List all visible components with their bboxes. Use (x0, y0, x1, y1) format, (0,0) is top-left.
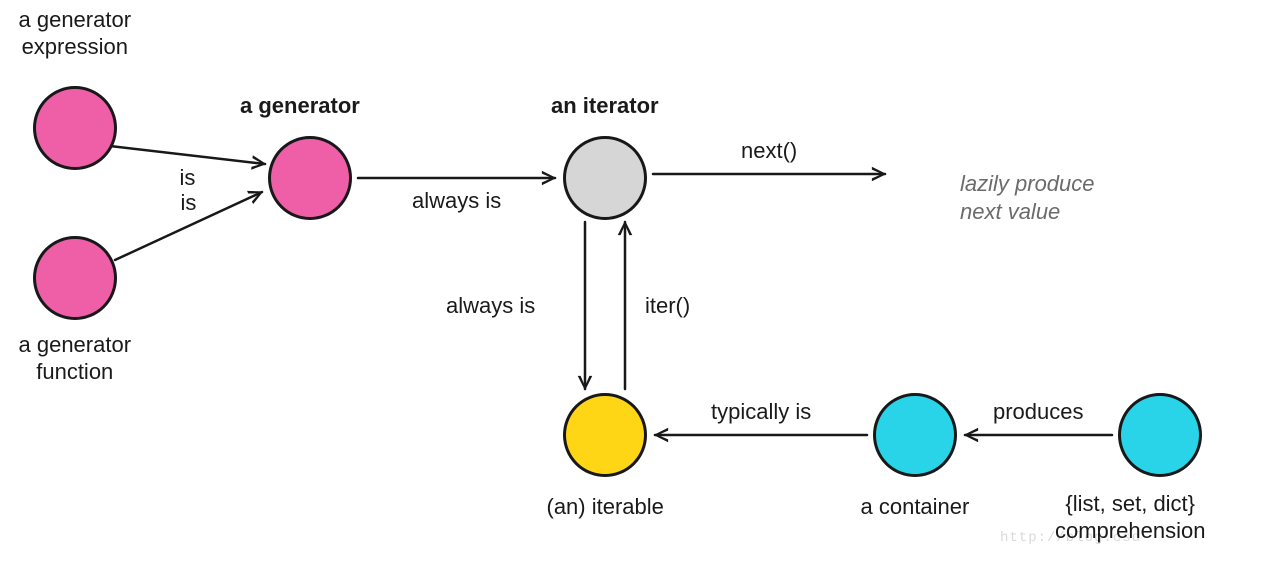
edge-label-iterator-lazy: next() (741, 138, 797, 164)
annotation-lazy: lazily produce next value (960, 170, 1095, 225)
node-label-container: a container (861, 493, 970, 521)
node-container (873, 393, 957, 477)
node-iterable (563, 393, 647, 477)
node-gen_func (33, 236, 117, 320)
node-generator (268, 136, 352, 220)
node-label-comprehension: {list, set, dict} comprehension (1055, 490, 1205, 545)
diagram-stage: { "diagram": { "type": "network", "backg… (0, 0, 1272, 574)
node-label-iterator: an iterator (551, 92, 659, 120)
edge-gen_expr-to-generator (110, 146, 265, 164)
edge-label-comprehension-container: produces (993, 399, 1084, 425)
node-label-generator: a generator (240, 92, 360, 120)
edge-label-gen_func-generator: is (181, 190, 197, 216)
node-label-gen_expr: a generator expression (19, 6, 132, 61)
edges-layer (0, 0, 1272, 574)
node-label-iterable: (an) iterable (547, 493, 664, 521)
node-comprehension (1118, 393, 1202, 477)
node-gen_expr (33, 86, 117, 170)
node-label-gen_func: a generator function (19, 331, 132, 386)
node-iterator (563, 136, 647, 220)
edge-label-iterator-iterable: always is (446, 293, 535, 319)
edge-label-gen_expr-generator: is (180, 165, 196, 191)
edge-label-container-iterable: typically is (711, 399, 811, 425)
edge-label-generator-iterator: always is (412, 188, 501, 214)
edge-label-iterable-iterator: iter() (645, 293, 690, 319)
